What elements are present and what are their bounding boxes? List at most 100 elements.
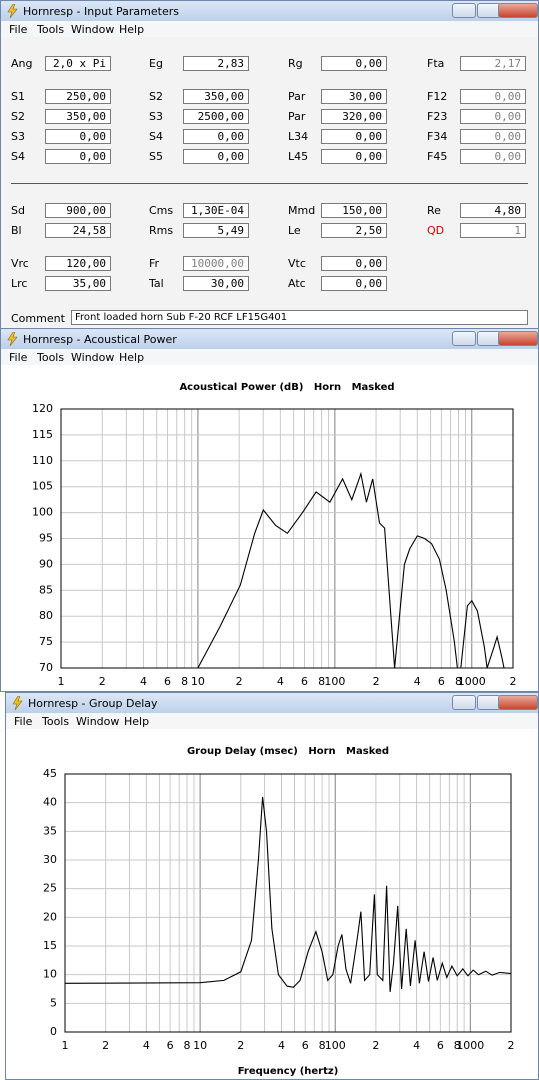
field-label: Bl xyxy=(11,224,22,237)
x-tick-label: 8 xyxy=(184,1039,191,1052)
input-field[interactable]: 0,00 xyxy=(183,129,249,144)
input-field[interactable]: 35,00 xyxy=(45,276,111,291)
menu-item[interactable]: File xyxy=(9,351,28,364)
menu-item[interactable]: Window xyxy=(71,23,115,36)
y-tick-label: 90 xyxy=(39,557,53,570)
input-field[interactable]: 0,00 xyxy=(321,56,387,71)
menu-item[interactable]: Window xyxy=(76,715,120,728)
field-label: S4 xyxy=(11,150,25,163)
menu-item[interactable]: File xyxy=(14,715,33,728)
input-field[interactable]: 2,17 xyxy=(460,56,526,71)
x-tick-label: 6 xyxy=(438,675,445,688)
x-tick-label: 100 xyxy=(324,675,345,688)
input-field[interactable]: 30,00 xyxy=(321,89,387,104)
menu-bar: File Tools Window Help xyxy=(1,21,538,37)
x-tick-label: 2 xyxy=(508,1039,515,1052)
field-label: Mmd xyxy=(288,204,316,217)
input-field[interactable]: 0,00 xyxy=(321,149,387,164)
field-label: Eg xyxy=(149,57,163,70)
input-field[interactable]: 24,58 xyxy=(45,223,111,238)
input-field[interactable]: 2,50 xyxy=(321,223,387,238)
input-field[interactable]: 2500,00 xyxy=(183,109,249,124)
input-field[interactable]: 320,00 xyxy=(321,109,387,124)
field-label: Sd xyxy=(11,204,25,217)
field-label: Vrc xyxy=(11,257,29,270)
close-button[interactable] xyxy=(498,331,538,346)
input-field[interactable]: 350,00 xyxy=(183,89,249,104)
menu-item[interactable]: Help xyxy=(119,23,145,36)
field-label: S4 xyxy=(149,130,163,143)
field-label: Lrc xyxy=(11,277,28,290)
x-tick-label: 2 xyxy=(510,675,517,688)
input-field[interactable]: 900,00 xyxy=(45,203,111,218)
input-field[interactable]: 0,00 xyxy=(321,129,387,144)
x-tick-label: 6 xyxy=(302,1039,309,1052)
plot-frame xyxy=(64,773,512,1033)
x-tick-label: 4 xyxy=(278,1039,285,1052)
menu-item[interactable]: Tools xyxy=(37,23,65,36)
field-label: S1 xyxy=(11,90,25,103)
y-tick-label: 20 xyxy=(43,910,57,923)
field-label: Cms xyxy=(149,204,174,217)
y-tick-label: 115 xyxy=(32,428,53,441)
input-field[interactable]: 0,00 xyxy=(321,256,387,271)
minimize-button[interactable] xyxy=(452,3,476,18)
input-field[interactable]: 0,00 xyxy=(460,149,526,164)
minimize-button[interactable] xyxy=(452,695,476,710)
input-field[interactable]: 0,00 xyxy=(460,129,526,144)
minimize-button[interactable] xyxy=(452,331,476,346)
input-field[interactable]: 150,00 xyxy=(321,203,387,218)
field-label: QD xyxy=(427,224,445,237)
input-field[interactable]: 1 xyxy=(460,223,526,238)
input-field[interactable]: 0,00 xyxy=(45,149,111,164)
title-bar: Hornresp - Group Delay xyxy=(6,693,538,713)
close-button[interactable] xyxy=(498,3,538,18)
x-tick-label: 2 xyxy=(373,675,380,688)
input-field[interactable]: 0,00 xyxy=(45,129,111,144)
x-tick-label: 8 xyxy=(455,675,462,688)
y-tick-label: 45 xyxy=(43,767,57,780)
input-field[interactable]: 1,30E-04 xyxy=(183,203,249,218)
input-field[interactable]: 0,00 xyxy=(460,109,526,124)
field-label: L45 xyxy=(288,150,309,163)
x-tick-label: 8 xyxy=(454,1039,461,1052)
input-field[interactable]: 0,00 xyxy=(460,89,526,104)
close-button[interactable] xyxy=(498,695,538,710)
chart-title: Group Delay (msec) Horn Masked xyxy=(187,746,389,757)
menu-item[interactable]: Window xyxy=(71,351,115,364)
input-field[interactable]: 0,00 xyxy=(321,276,387,291)
menu-item[interactable]: File xyxy=(9,23,28,36)
title-bar: Hornresp - Acoustical Power xyxy=(1,329,538,349)
window-title: Hornresp - Input Parameters xyxy=(23,5,179,18)
x-tick-label: 4 xyxy=(413,1039,420,1052)
input-field[interactable]: 350,00 xyxy=(45,109,111,124)
input-field[interactable]: 250,00 xyxy=(45,89,111,104)
field-label: S2 xyxy=(11,110,25,123)
y-tick-label: 10 xyxy=(43,968,57,981)
menu-item[interactable]: Tools xyxy=(37,351,65,364)
field-label: Tal xyxy=(149,277,164,290)
y-tick-label: 85 xyxy=(39,583,53,596)
window-title: Hornresp - Acoustical Power xyxy=(23,333,177,346)
menu-bar: File Tools Window Help xyxy=(1,349,538,365)
menu-item[interactable]: Help xyxy=(119,351,145,364)
input-field[interactable]: 120,00 xyxy=(45,256,111,271)
window: Hornresp - Group Delay File Tools Window Hel… xyxy=(5,692,539,1080)
input-field[interactable]: 10000,00 xyxy=(183,256,249,271)
input-field[interactable]: 30,00 xyxy=(183,276,249,291)
input-field[interactable]: 2,83 xyxy=(183,56,249,71)
y-tick-label: 70 xyxy=(39,661,53,674)
menu-item[interactable]: Help xyxy=(124,715,150,728)
input-field[interactable]: 4,80 xyxy=(460,203,526,218)
comment-field[interactable]: Front loaded horn Sub F-20 RCF LF15G401 xyxy=(71,310,528,325)
y-tick-label: 25 xyxy=(43,882,57,895)
y-tick-label: 120 xyxy=(32,402,53,415)
input-field[interactable]: 2,0 x Pi xyxy=(45,56,111,71)
data-line xyxy=(197,471,505,668)
input-field[interactable]: 0,00 xyxy=(183,149,249,164)
icon xyxy=(7,3,18,19)
menu-bar: File Tools Window Help xyxy=(6,713,538,729)
menu-item[interactable]: Tools xyxy=(42,715,70,728)
input-field[interactable]: 5,49 xyxy=(183,223,249,238)
title-bar: Hornresp - Input Parameters xyxy=(1,1,538,21)
